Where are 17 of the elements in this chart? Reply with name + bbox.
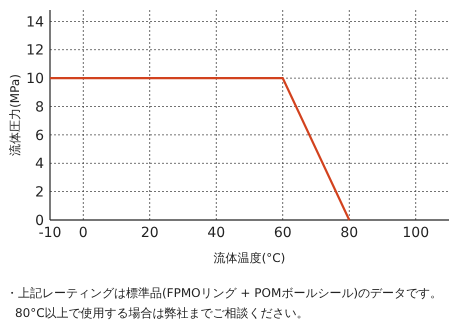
x-tick-label: 100 [402,225,430,241]
y-tick-label: 8 [35,99,44,116]
x-axis-title: 流体温度(°C) [214,251,286,265]
x-tick-label: 80 [340,225,358,241]
x-tick-label: 60 [274,225,292,241]
y-tick-label: 10 [26,71,44,88]
y-tick-label: 12 [26,42,44,59]
y-tick-label: 14 [26,14,44,30]
y-tick-label: 4 [35,156,44,172]
x-tick-label: 40 [207,225,226,241]
text: 80°C以上で使用する場合は弊社までご相談ください。 [15,306,309,320]
y-axis-title: 流体圧力(MPa) [8,74,22,156]
x-tick-label: 20 [140,225,159,241]
text: ・上記レーティングは標準品(FPMOリング + POMボールシール)のデータです。 [6,286,442,300]
y-tick-label: 6 [35,128,44,144]
x-tick-label: 0 [78,225,88,241]
y-tick-label: 2 [35,184,44,201]
